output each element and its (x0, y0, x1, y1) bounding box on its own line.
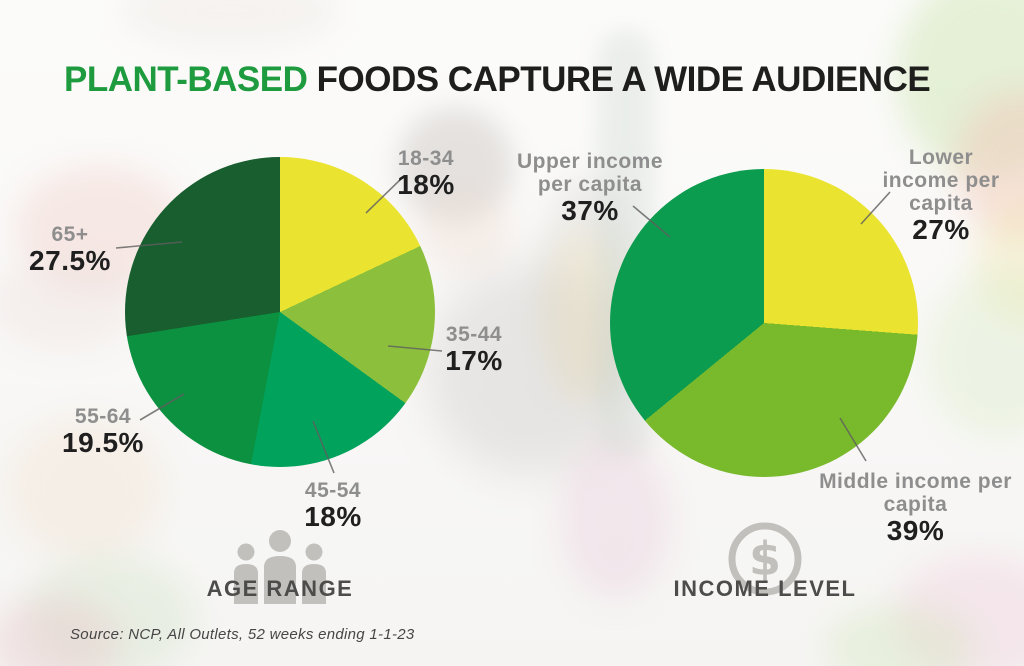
svg-text:$: $ (749, 532, 781, 586)
label-age-35-44-range: 35-44 (445, 323, 503, 346)
age-range-pie-chart (125, 157, 435, 467)
label-age-65-plus-value: 27.5% (29, 245, 111, 276)
title-rest: FOODS CAPTURE A WIDE AUDIENCE (307, 60, 931, 99)
label-age-45-54: 45-54 18% (273, 479, 393, 532)
label-lower-income: Lower income per capita 27% (876, 146, 1006, 245)
label-age-45-54-range: 45-54 (304, 479, 362, 502)
label-age-65-plus: 65+ 27.5% (10, 223, 130, 276)
label-upper-income-text: Upper income per capita (516, 150, 664, 196)
label-lower-income-value: 27% (912, 214, 970, 245)
label-age-55-64-value: 19.5% (62, 427, 144, 458)
label-age-55-64: 55-64 19.5% (43, 405, 163, 458)
label-age-18-34-range: 18-34 (397, 147, 455, 170)
label-age-18-34: 18-34 18% (366, 147, 486, 200)
label-middle-income-value: 39% (886, 515, 945, 546)
age-range-caption: AGE RANGE (130, 530, 430, 604)
label-upper-income: Upper income per capita 37% (500, 150, 680, 226)
label-middle-income-text: Middle income per capita (819, 470, 1012, 516)
people-icon (226, 528, 334, 609)
income-level-caption: $ INCOME LEVEL (615, 522, 915, 602)
label-age-18-34-value: 18% (397, 169, 455, 200)
label-age-65-plus-range: 65+ (51, 223, 89, 246)
source-note: Source: NCP, All Outlets, 52 weeks endin… (70, 626, 415, 643)
label-age-35-44: 35-44 17% (414, 323, 534, 376)
label-age-35-44-value: 17% (445, 345, 503, 376)
label-upper-income-value: 37% (561, 195, 619, 226)
title-highlight: PLANT-BASED (64, 60, 308, 99)
label-age-45-54-value: 18% (304, 501, 362, 532)
income-level-caption-text: INCOME LEVEL (673, 576, 857, 601)
page-title: PLANT-BASED FOODS CAPTURE A WIDE AUDIENC… (64, 60, 984, 100)
label-lower-income-text: Lower income per capita (882, 146, 1000, 215)
dollar-coin-icon: $ (726, 520, 804, 603)
age-range-caption-text: AGE RANGE (206, 576, 354, 601)
label-middle-income: Middle income per capita 39% (818, 470, 1013, 546)
label-age-55-64-range: 55-64 (74, 405, 132, 428)
